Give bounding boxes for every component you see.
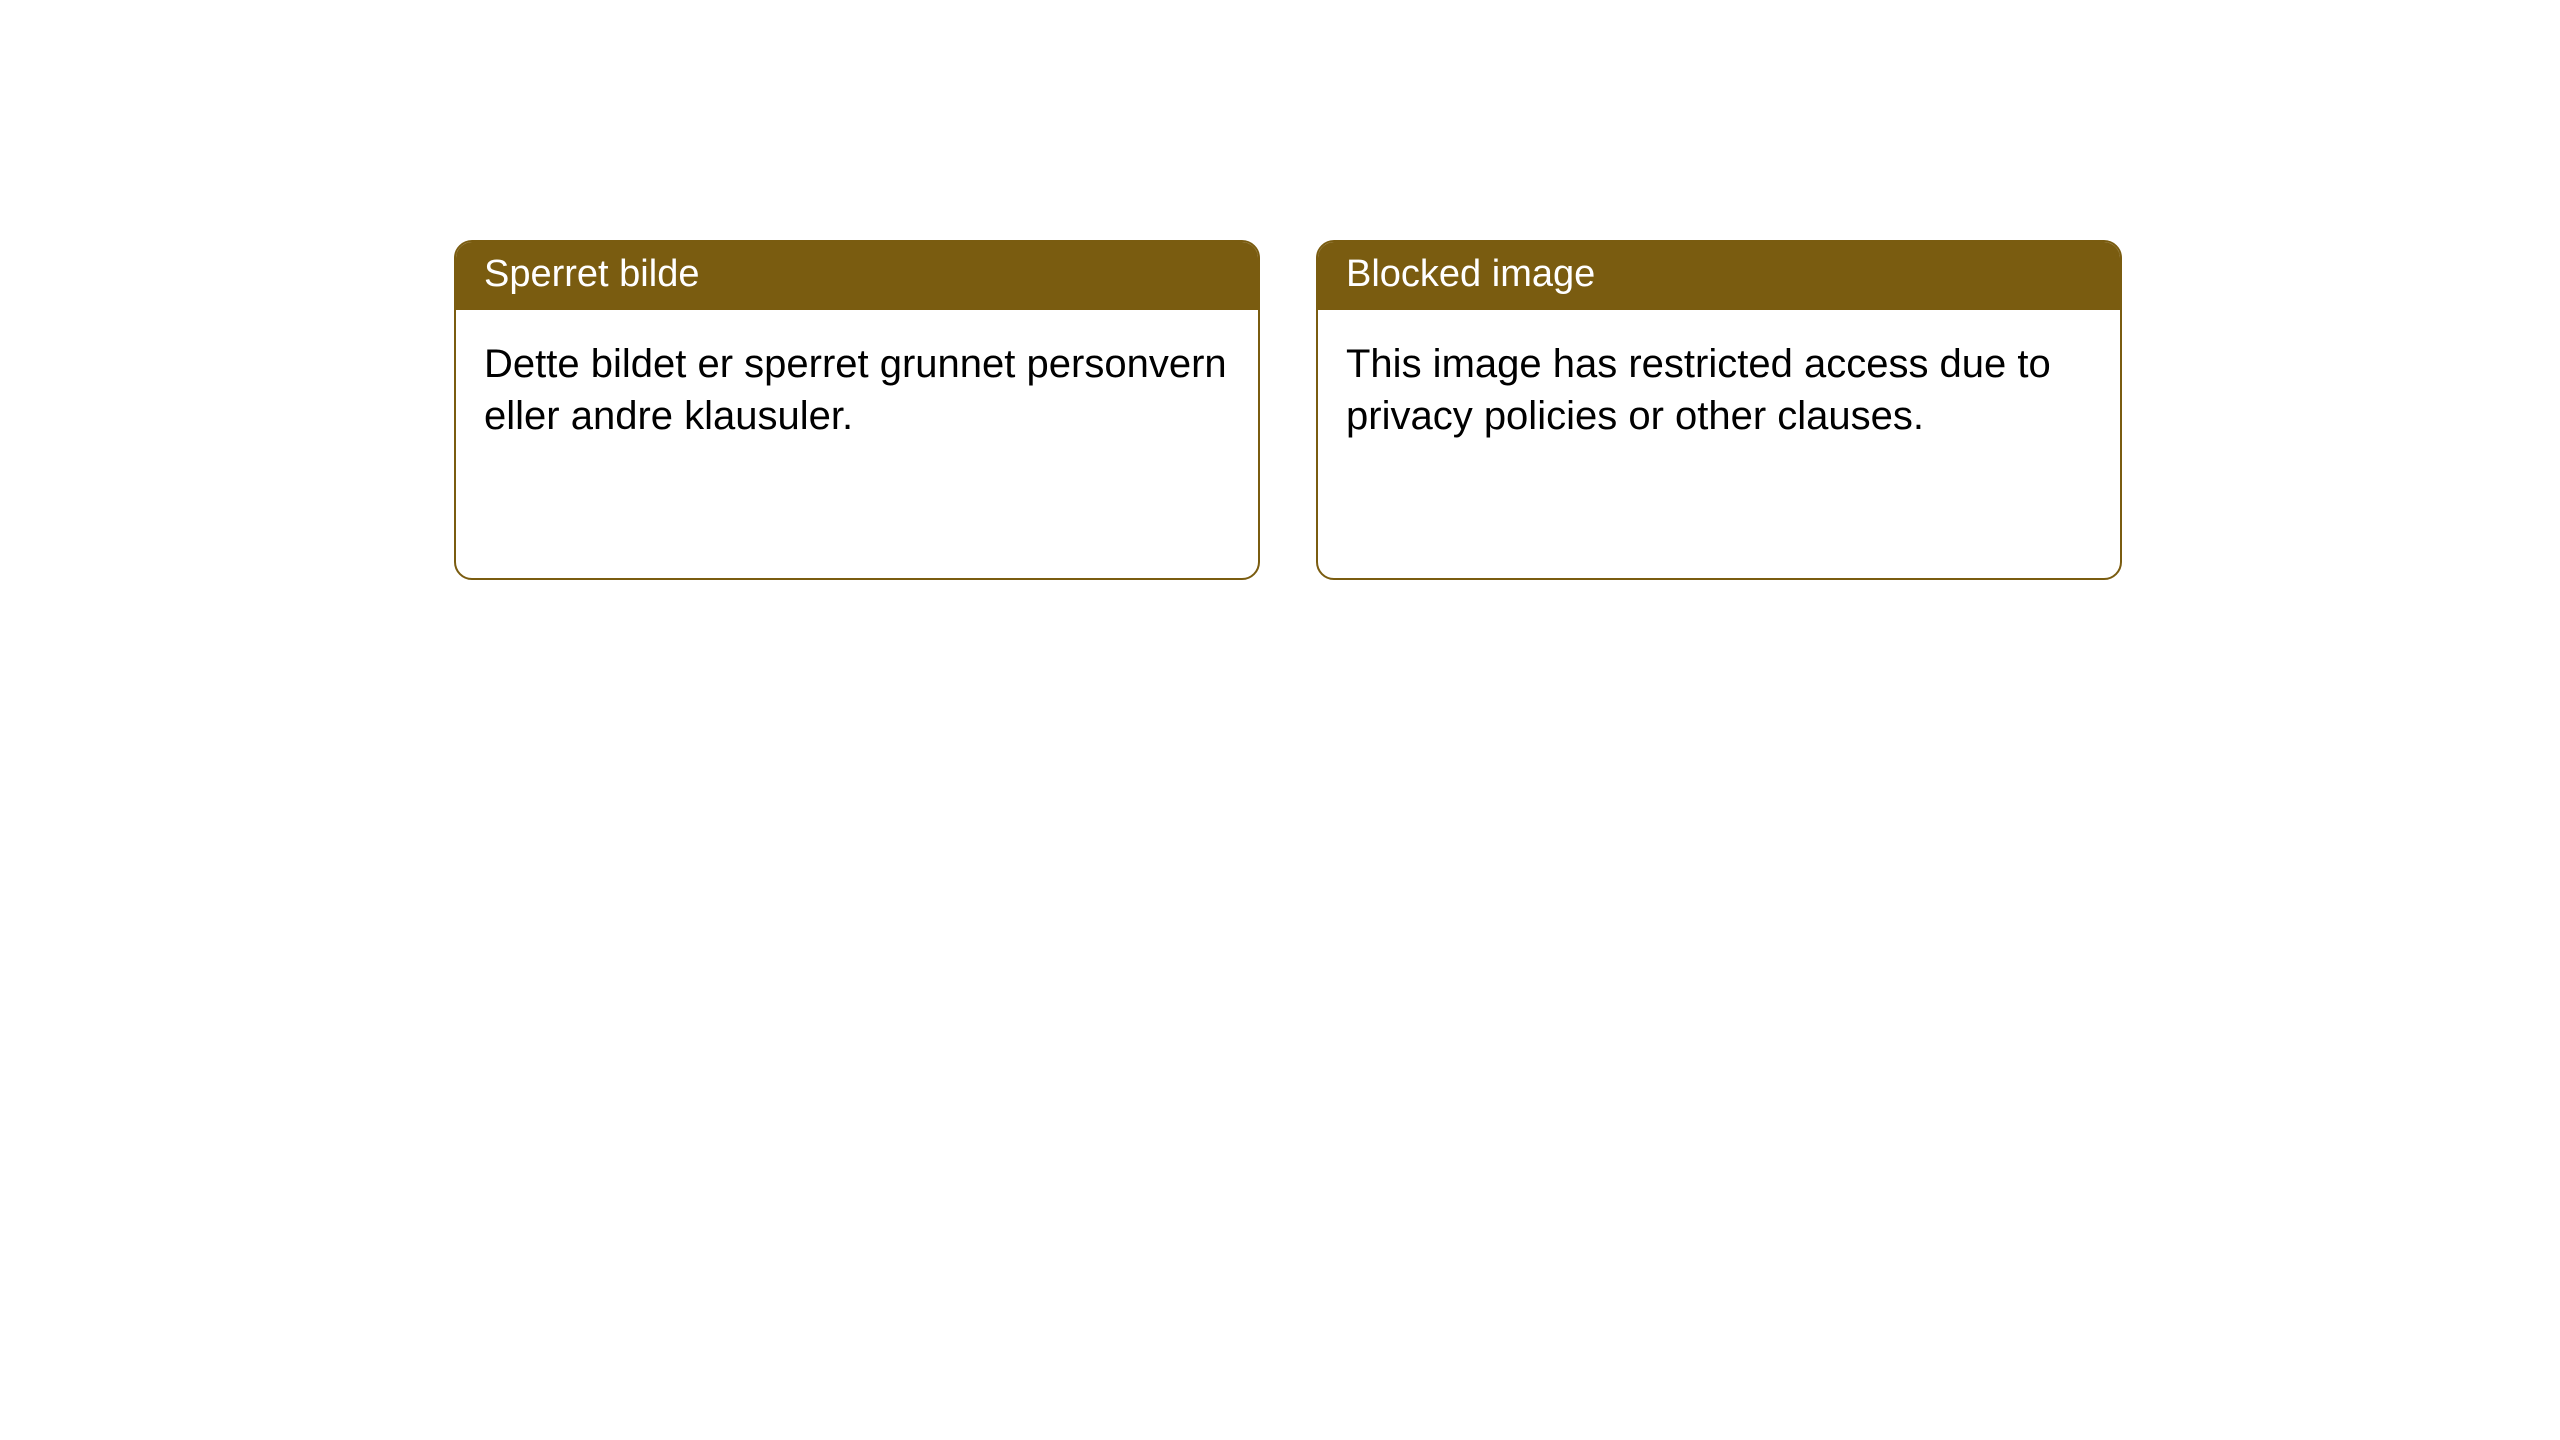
notice-body: Dette bildet er sperret grunnet personve… — [456, 310, 1258, 470]
notice-card-norwegian: Sperret bilde Dette bildet er sperret gr… — [454, 240, 1260, 580]
notice-body: This image has restricted access due to … — [1318, 310, 2120, 470]
notice-cards-container: Sperret bilde Dette bildet er sperret gr… — [0, 0, 2560, 580]
notice-header: Sperret bilde — [456, 242, 1258, 310]
notice-card-english: Blocked image This image has restricted … — [1316, 240, 2122, 580]
notice-header: Blocked image — [1318, 242, 2120, 310]
